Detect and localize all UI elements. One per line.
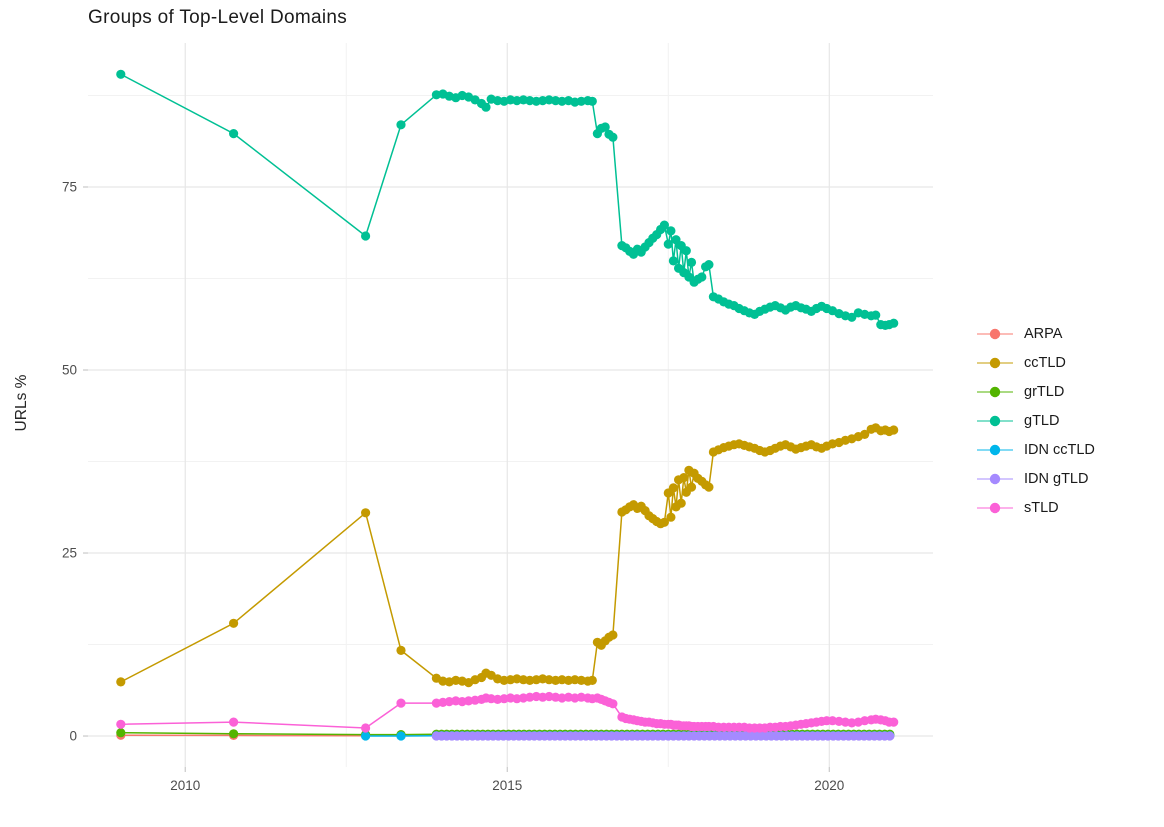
legend-item-label: grTLD: [1024, 384, 1065, 400]
legend-item-label: IDN ccTLD: [1024, 442, 1095, 458]
legend-item-gtld: gTLD: [976, 410, 1095, 432]
legend-key-icon: [977, 386, 1013, 398]
legend-item-label: gTLD: [1024, 413, 1060, 429]
series-points-cctld: [116, 423, 899, 688]
legend-key-icon: [977, 328, 1013, 340]
chart-title: Groups of Top-Level Domains: [88, 7, 348, 28]
y-tick-label: 0: [69, 729, 77, 744]
legend-item-idn-gtld: IDN gTLD: [976, 468, 1095, 490]
y-tick-label: 75: [62, 179, 77, 194]
x-tick-label: 2020: [814, 778, 844, 793]
legend-item-label: IDN gTLD: [1024, 471, 1089, 487]
legend-key-icon: [977, 444, 1013, 456]
legend-key-icon: [977, 502, 1013, 514]
legend-item-stld: sTLD: [976, 497, 1095, 519]
legend-key-icon: [977, 473, 1013, 485]
minor-gridlines: [88, 43, 933, 767]
series-points-idn-gtld: [431, 731, 895, 741]
legend-item-label: ARPA: [1024, 326, 1063, 342]
x-tick-labels: 2010 2015 2020: [170, 778, 844, 793]
series-points-gtld: [116, 69, 899, 330]
legend: ARPA ccTLD grTLD gTLD IDN ccTLD IDN gTLD sTLD: [976, 323, 1095, 519]
axis-ticks: [83, 186, 830, 772]
legend-item-cctld: ccTLD: [976, 352, 1095, 374]
legend-item-label: sTLD: [1024, 500, 1059, 516]
legend-key-icon: [977, 357, 1013, 369]
legend-key-icon: [977, 415, 1013, 427]
legend-item-label: ccTLD: [1024, 355, 1066, 371]
series-points-stld: [116, 691, 899, 733]
legend-item-idn-cctld: IDN ccTLD: [976, 439, 1095, 461]
x-tick-label: 2010: [170, 778, 200, 793]
y-tick-label: 25: [62, 546, 77, 561]
legend-item-arpa: ARPA: [976, 323, 1095, 345]
major-gridlines: [88, 43, 933, 767]
legend-item-grtld: grTLD: [976, 381, 1095, 403]
x-tick-label: 2015: [492, 778, 522, 793]
y-tick-labels: 0 25 50 75: [62, 179, 77, 743]
y-tick-label: 50: [62, 363, 77, 378]
